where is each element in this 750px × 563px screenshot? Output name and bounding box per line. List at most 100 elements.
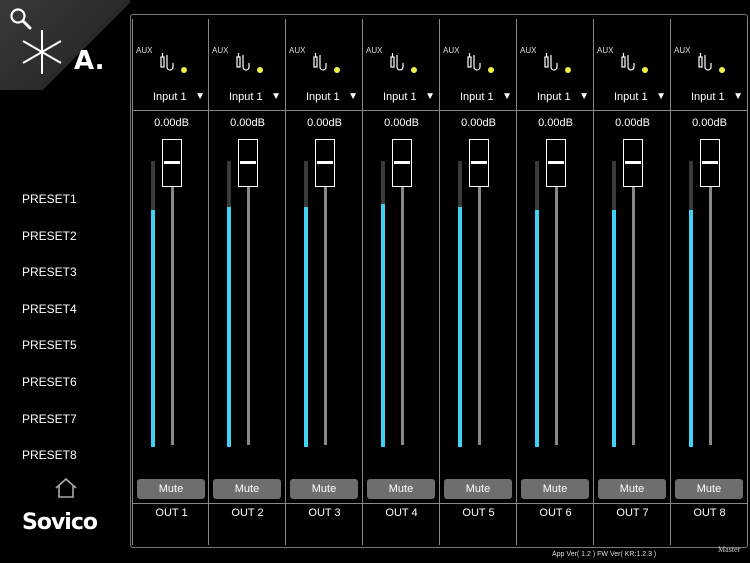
aux-label: AUX: [520, 46, 537, 55]
fader-track[interactable]: [324, 181, 327, 445]
input-select-value: Input 1: [614, 91, 648, 103]
divider: [363, 110, 439, 111]
level-meter: [381, 161, 385, 447]
level-readout: 0.00dB: [615, 117, 650, 129]
level-meter-fill: [227, 206, 231, 447]
input-select[interactable]: Input 1 ▼: [675, 89, 745, 107]
fader-track[interactable]: [632, 181, 635, 445]
input-select[interactable]: Input 1 ▼: [137, 89, 207, 107]
signal-led-icon: [719, 67, 725, 73]
aux-label: AUX: [136, 46, 153, 55]
mute-button[interactable]: Mute: [444, 479, 512, 499]
level-meter: [458, 161, 462, 447]
preset-5[interactable]: PRESET5: [22, 338, 77, 353]
mute-button[interactable]: Mute: [213, 479, 281, 499]
aux-label: AUX: [597, 46, 614, 55]
mute-button[interactable]: Mute: [137, 479, 205, 499]
search-icon[interactable]: [8, 6, 34, 32]
input-select[interactable]: Input 1 ▼: [290, 89, 360, 107]
preset-list: PRESET1 PRESET2 PRESET3 PRESET4 PRESET5 …: [22, 190, 122, 483]
preset-2[interactable]: PRESET2: [22, 228, 77, 243]
divider: [517, 503, 593, 504]
audio-jack-icon: [544, 53, 558, 71]
fader-track[interactable]: [555, 181, 558, 445]
fader-knob[interactable]: [623, 139, 643, 187]
output-label: OUT 2: [231, 507, 264, 519]
channel-2: AUX Input 1 ▼ 0.00dB Mute OUT 2: [209, 19, 286, 545]
input-select[interactable]: Input 1 ▼: [367, 89, 437, 107]
input-select-value: Input 1: [306, 91, 340, 103]
level-readout: 0.00dB: [307, 117, 342, 129]
level-meter: [689, 161, 693, 447]
fader-track[interactable]: [171, 181, 174, 445]
output-label: OUT 6: [539, 507, 572, 519]
signal-led-icon: [565, 67, 571, 73]
level-meter: [227, 161, 231, 447]
asterisk-logo-icon: [20, 30, 64, 74]
divider: [286, 110, 362, 111]
input-select-value: Input 1: [460, 91, 494, 103]
mute-button[interactable]: Mute: [367, 479, 435, 499]
logo-corner: A.: [0, 0, 130, 90]
channel-7: AUX Input 1 ▼ 0.00dB Mute OUT 7: [594, 19, 671, 545]
fader-knob[interactable]: [546, 139, 566, 187]
signal-led-icon: [411, 67, 417, 73]
dropdown-arrow-icon: ▼: [425, 91, 435, 102]
audio-jack-icon: [698, 53, 712, 71]
level-meter-fill: [612, 209, 616, 447]
mute-button[interactable]: Mute: [598, 479, 666, 499]
input-select-value: Input 1: [383, 91, 417, 103]
input-select[interactable]: Input 1 ▼: [598, 89, 668, 107]
audio-jack-icon: [236, 53, 250, 71]
mute-button[interactable]: Mute: [290, 479, 358, 499]
fader-track[interactable]: [401, 181, 404, 445]
preset-7[interactable]: PRESET7: [22, 411, 77, 426]
input-select-value: Input 1: [229, 91, 263, 103]
fader-track[interactable]: [247, 181, 250, 445]
level-meter-fill: [304, 206, 308, 447]
input-select-value: Input 1: [537, 91, 571, 103]
mute-button[interactable]: Mute: [521, 479, 589, 499]
dropdown-arrow-icon: ▼: [271, 91, 281, 102]
level-readout: 0.00dB: [154, 117, 189, 129]
fader-knob[interactable]: [238, 139, 258, 187]
level-meter-fill: [458, 206, 462, 447]
channel-3: AUX Input 1 ▼ 0.00dB Mute OUT 3: [286, 19, 363, 545]
level-meter-fill: [151, 209, 155, 447]
preset-4[interactable]: PRESET4: [22, 301, 77, 316]
fader-knob[interactable]: [162, 139, 182, 187]
fader-knob[interactable]: [469, 139, 489, 187]
mute-button[interactable]: Mute: [675, 479, 743, 499]
fader-track[interactable]: [478, 181, 481, 445]
audio-jack-icon: [467, 53, 481, 71]
signal-led-icon: [181, 67, 187, 73]
dropdown-arrow-icon: ▼: [195, 91, 205, 102]
input-select[interactable]: Input 1 ▼: [521, 89, 591, 107]
level-meter-fill: [535, 209, 539, 447]
preset-3[interactable]: PRESET3: [22, 265, 77, 280]
audio-jack-icon: [621, 53, 635, 71]
version-info: App Ver( 1.2 ) FW Ver( KR:1.2.3 ): [552, 551, 657, 558]
input-select-value: Input 1: [691, 91, 725, 103]
input-select-value: Input 1: [153, 91, 187, 103]
aux-label: AUX: [674, 46, 691, 55]
fader-track[interactable]: [709, 181, 712, 445]
channel-5: AUX Input 1 ▼ 0.00dB Mute OUT 5: [440, 19, 517, 545]
preset-1[interactable]: PRESET1: [22, 192, 77, 206]
level-meter: [535, 161, 539, 447]
fader-knob[interactable]: [315, 139, 335, 187]
output-label: OUT 7: [616, 507, 649, 519]
divider: [440, 503, 516, 504]
fader-knob[interactable]: [392, 139, 412, 187]
level-readout: 0.00dB: [461, 117, 496, 129]
input-select[interactable]: Input 1 ▼: [444, 89, 514, 107]
preset-6[interactable]: PRESET6: [22, 374, 77, 389]
level-readout: 0.00dB: [230, 117, 265, 129]
preset-8[interactable]: PRESET8: [22, 448, 77, 463]
input-select[interactable]: Input 1 ▼: [213, 89, 283, 107]
master-label: Master: [718, 545, 741, 554]
home-icon[interactable]: [54, 476, 78, 500]
fader-knob[interactable]: [700, 139, 720, 187]
output-label: OUT 8: [693, 507, 726, 519]
channel-4: AUX Input 1 ▼ 0.00dB Mute OUT 4: [363, 19, 440, 545]
